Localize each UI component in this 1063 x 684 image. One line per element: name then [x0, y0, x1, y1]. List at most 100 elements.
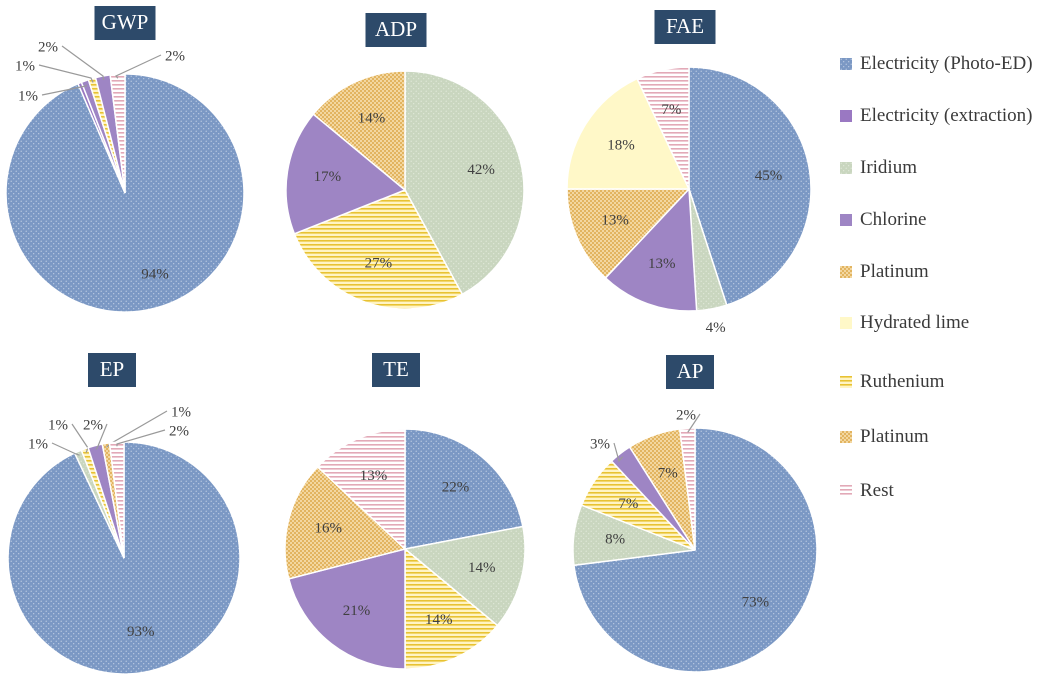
legend-label: Hydrated lime — [860, 312, 970, 333]
data-label: 42% — [467, 162, 495, 178]
data-label: 3% — [590, 436, 610, 452]
legend-label: Rest — [860, 480, 894, 501]
data-label: 94% — [141, 266, 169, 282]
leader-line — [95, 423, 108, 450]
legend-swatch — [840, 266, 852, 278]
legend-swatch — [840, 431, 852, 443]
chart-title: TE — [383, 357, 409, 381]
legend-swatch — [840, 214, 852, 226]
leader-line — [38, 64, 94, 83]
chart-title: ADP — [375, 17, 417, 41]
chart-title-box — [666, 355, 714, 389]
pie-slice — [604, 187, 698, 312]
data-label: 1% — [171, 404, 191, 420]
leader-line — [115, 54, 162, 79]
data-label: 7% — [658, 466, 678, 482]
pie-slice — [566, 188, 691, 279]
pie-slice — [688, 66, 812, 306]
leader-line — [61, 45, 105, 81]
pie-te: 22% 14% 14% 21% 16% 13% TE — [284, 353, 526, 670]
chart-title: EP — [100, 357, 125, 381]
data-label: 1% — [15, 58, 35, 74]
data-label: 8% — [605, 531, 625, 547]
data-label: 13% — [601, 212, 629, 228]
chart-title-box — [94, 6, 156, 40]
data-label: 27% — [365, 255, 393, 271]
pie-slice — [566, 77, 691, 190]
legend-label: Platinum — [860, 261, 929, 282]
chart-title: AP — [677, 359, 704, 383]
data-label: 14% — [468, 560, 496, 576]
data-label: 1% — [28, 436, 48, 452]
legend-swatch — [840, 376, 852, 388]
data-label: 73% — [742, 595, 770, 611]
legend-label: Platinum — [860, 426, 929, 447]
data-label: 7% — [661, 102, 681, 118]
data-label: 17% — [314, 169, 342, 185]
pie-slice — [312, 70, 406, 192]
legend-label: Iridium — [860, 157, 917, 178]
data-label: 16% — [315, 521, 343, 537]
pie-slice — [316, 428, 406, 551]
pie-adp: 42% 27% 17% 14% ADP — [285, 13, 525, 310]
pie-ap: 73% 8% 7% 3% 7% 2% AP — [572, 355, 818, 673]
legend-item: Rest — [840, 478, 894, 504]
legend-item: Iridium — [840, 155, 917, 181]
pie-slice — [404, 547, 499, 670]
pie-slice — [284, 465, 407, 580]
data-label: 1% — [18, 88, 38, 104]
pie-gwp: 94%1%1%2%2%GWP — [5, 6, 245, 313]
chart-title-box — [88, 353, 136, 387]
chart-title: FAE — [666, 14, 704, 38]
chart-title-box — [365, 13, 427, 47]
leader-line — [687, 413, 701, 433]
data-label: 14% — [358, 110, 386, 126]
legend-label: Electricity (Photo-ED) — [860, 53, 1033, 74]
data-label: 45% — [755, 168, 783, 184]
legend-item: Ruthenium — [840, 369, 944, 395]
data-label: 18% — [607, 137, 635, 153]
leader-line — [41, 84, 87, 96]
data-label: 21% — [343, 603, 371, 619]
chart-title-box — [654, 10, 716, 44]
data-label: 2% — [169, 423, 189, 439]
data-label: 13% — [648, 256, 676, 272]
data-label: 13% — [360, 468, 388, 484]
legend-item: Chlorine — [840, 207, 927, 233]
legend-label: Ruthenium — [860, 371, 945, 392]
data-label: 14% — [425, 612, 453, 628]
data-label: 2% — [676, 407, 696, 423]
legend-item: Electricity (extraction) — [840, 103, 1033, 129]
pie-slice — [636, 66, 690, 190]
data-label: 2% — [165, 48, 185, 64]
chart-title: GWP — [102, 10, 149, 34]
leader-line — [116, 429, 166, 447]
data-label: 2% — [83, 417, 103, 433]
legend-swatch — [840, 110, 852, 122]
legend-label: Chlorine — [860, 209, 927, 230]
leader-line — [613, 442, 624, 463]
data-label: 22% — [442, 479, 470, 495]
legend-swatch — [840, 162, 852, 174]
pie-slice — [403, 525, 526, 627]
pie-slice — [404, 428, 524, 550]
pie-slice — [285, 113, 407, 235]
data-label: 93% — [127, 624, 155, 640]
legend-swatch — [840, 485, 852, 497]
data-label: 4% — [706, 320, 726, 336]
pie-slice — [109, 73, 126, 194]
data-label: 1% — [48, 417, 68, 433]
data-label: 7% — [618, 496, 638, 512]
pie-slice — [404, 70, 525, 296]
legend-item: Platinum — [840, 259, 929, 285]
pie-slice — [293, 189, 464, 310]
legend-swatch — [840, 58, 852, 70]
pie-slice — [287, 548, 406, 670]
pie-ep: 93%1%1% 2%1%2%EP — [7, 353, 241, 675]
legend-item: Electricity (Photo-ED) — [840, 51, 1033, 77]
pie-fae: 45% 4% 13% 13% 18% 7% FAE — [566, 10, 812, 336]
chart-title-box — [372, 353, 420, 387]
legend-swatch — [840, 317, 852, 329]
leader-line — [51, 442, 80, 456]
legend-item: Platinum — [840, 424, 929, 450]
